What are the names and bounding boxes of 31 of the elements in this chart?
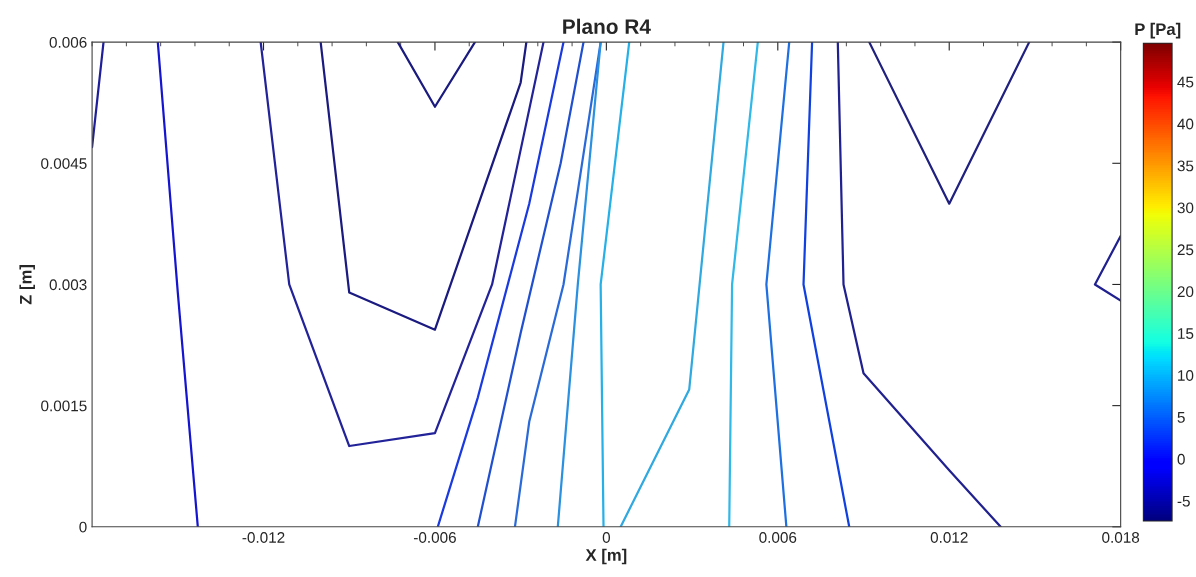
- x-tick-label: -0.012: [242, 532, 285, 543]
- y-tick-label: 0.006: [49, 36, 87, 48]
- line-series: [259, 42, 545, 448]
- color-bar-label: 35: [1177, 160, 1194, 172]
- color-bar-label: 0: [1177, 453, 1185, 465]
- color-bar-label: 10: [1178, 370, 1194, 381]
- color-bar-label: 30: [1177, 202, 1194, 214]
- y-tick-label: 0.003: [49, 279, 87, 291]
- y-axis-title: Z [m]: [19, 265, 35, 305]
- line-series: [476, 42, 585, 527]
- color-bar-label: 40: [1177, 118, 1194, 130]
- color-bar-label: 20: [1177, 286, 1194, 298]
- y-tick-label: 0.0045: [41, 158, 87, 169]
- x-axis-title: X [m]: [585, 548, 627, 565]
- chart-title: Plano R4: [563, 18, 651, 34]
- y-tick-label: 0: [79, 521, 87, 533]
- color-bar-label: 45: [1177, 76, 1194, 88]
- x-tick-label: -0.006: [413, 532, 456, 543]
- color-bar-label: 15: [1178, 328, 1194, 339]
- line-series: [836, 42, 1002, 527]
- x-tick-label: 0.012: [930, 532, 968, 543]
- color-bar-title: P [Pa]: [1135, 22, 1181, 39]
- line-series: [319, 42, 528, 331]
- x-tick-label: 0.018: [1102, 532, 1140, 543]
- color-bar-label: -5: [1177, 495, 1190, 507]
- x-tick-label: 0: [602, 532, 611, 543]
- color-bar-label: 25: [1177, 244, 1194, 256]
- y-tick-label: 0.0015: [41, 400, 87, 412]
- line-series: [436, 42, 565, 527]
- color-bar-label: 5: [1177, 412, 1185, 423]
- x-tick-label: 0.006: [759, 532, 797, 543]
